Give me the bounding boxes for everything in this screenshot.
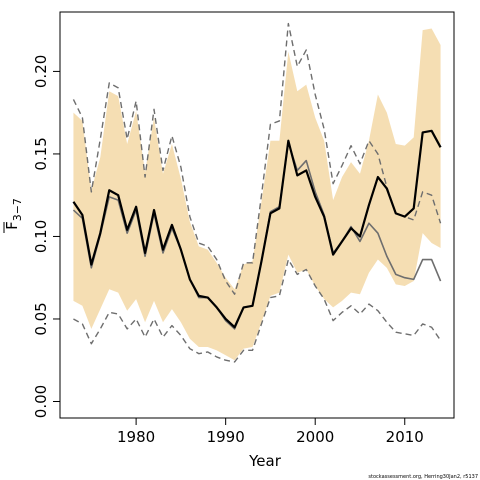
y-tick-label: 0.10 [32,220,50,253]
y-tick-label: 0.15 [32,137,50,170]
x-tick-label: 2010 [386,428,424,446]
estimate-line [72,129,442,329]
plot-frame [59,11,455,419]
y-tick-label: 0.00 [32,385,50,418]
x-tick-label: 1980 [117,428,155,446]
y-axis: 0.00 0.05 0.10 0.15 0.20 [32,55,60,418]
x-axis: 1980 1990 2000 2010 [117,418,424,446]
confidence-band-layer [73,28,441,361]
footnote: stockassessment.org, Herring30Jan2, r513… [368,474,478,480]
y-axis-label: F3−7 [3,198,24,230]
y-axis-label-symbol: F [3,221,21,230]
series-lines-layer [72,22,442,363]
x-tick-label: 1990 [207,428,245,446]
y-tick-label: 0.20 [32,55,50,88]
y-tick-label: 0.05 [32,302,50,335]
x-axis-label: Year [248,452,282,470]
previous-ci-lower-line [73,258,442,363]
confidence-band [73,28,441,361]
x-tick-label: 2000 [296,428,334,446]
previous-ci-upper-line [72,22,442,295]
y-axis-label-subscript: 3−7 [11,198,24,221]
